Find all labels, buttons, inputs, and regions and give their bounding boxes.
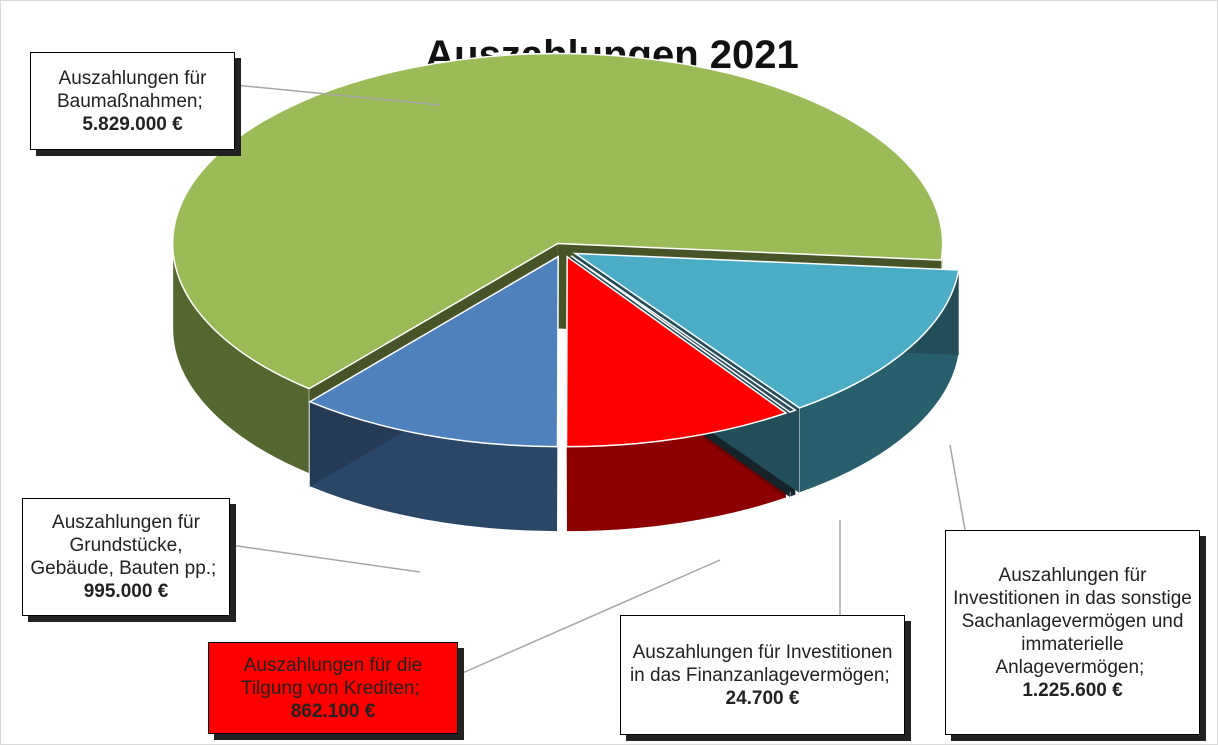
category-label: Auszahlungen für Investitionen in das so… <box>953 564 1192 678</box>
value-label: 24.700 € <box>725 687 800 709</box>
label-text: Auszahlungen für Investitionen in das Fi… <box>627 641 898 710</box>
label-text: Auszahlungen für Grundstücke, Gebäude, B… <box>29 511 223 603</box>
value-label: 1.225.600 € <box>1022 679 1123 701</box>
value-label: 5.829.000 € <box>82 113 183 135</box>
slice <box>565 255 788 448</box>
slice <box>171 52 944 390</box>
data-label: Auszahlungen für Baumaßnahmen; 5.829.000… <box>30 52 235 150</box>
value-label: 862.100 € <box>290 700 376 722</box>
leader-line <box>949 444 966 531</box>
label-text: Auszahlungen für Investitionen in das so… <box>952 564 1193 702</box>
value-label: 995.000 € <box>83 581 169 602</box>
data-label: Auszahlungen für die Tilgung von Kredite… <box>208 642 458 734</box>
leader-line <box>457 559 721 676</box>
data-label: Auszahlungen für Investitionen in das so… <box>945 530 1200 735</box>
data-label: Auszahlungen für Grundstücke, Gebäude, B… <box>22 498 230 616</box>
slice <box>308 255 559 448</box>
leader-line <box>229 544 421 573</box>
label-text: Auszahlungen für die Tilgung von Kredite… <box>215 654 451 723</box>
slices <box>171 52 960 448</box>
slice <box>572 252 960 409</box>
data-label: Auszahlungen für Investitionen in das Fi… <box>620 615 905 735</box>
slice <box>570 255 797 413</box>
leader-line <box>234 84 441 106</box>
category-label: Auszahlungen für Grundstücke, Gebäude, B… <box>30 512 217 579</box>
category-label: Auszahlungen für die Tilgung von Kredite… <box>240 654 423 699</box>
category-label: Auszahlungen für Investitionen in das Fi… <box>629 641 893 686</box>
category-label: Auszahlungen für Baumaßnahmen; <box>56 67 207 112</box>
label-text: Auszahlungen für Baumaßnahmen; 5.829.000… <box>37 67 228 136</box>
